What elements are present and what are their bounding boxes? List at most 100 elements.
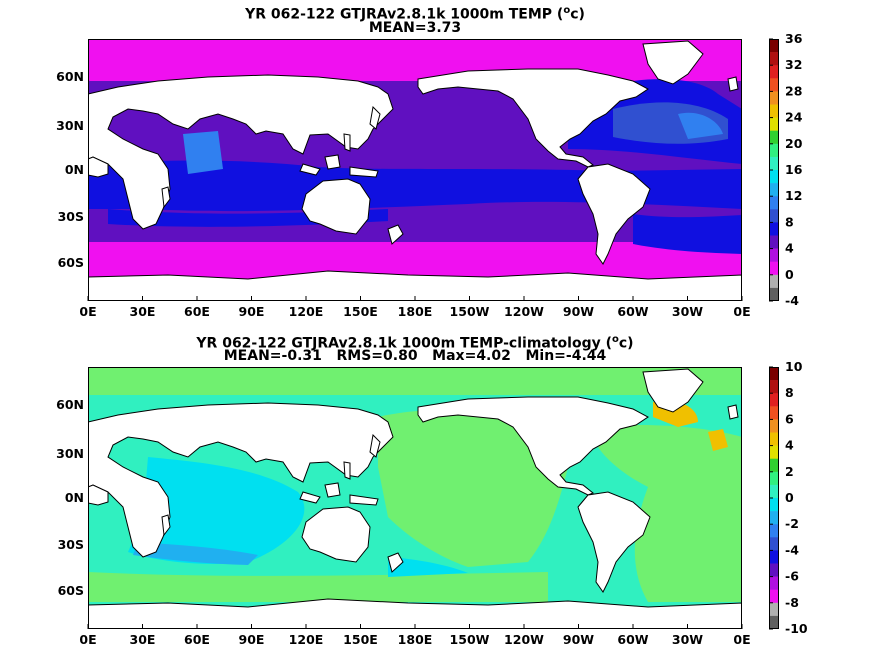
colorbar-swatch xyxy=(769,52,779,66)
colorbar-label: 8 xyxy=(785,214,794,229)
colorbar-label: 8 xyxy=(785,385,794,400)
island-newguinea xyxy=(349,494,379,506)
south-pacific-negative xyxy=(388,557,468,577)
y-tick-label: 30N xyxy=(56,446,84,461)
x-tick-label: 30E xyxy=(130,304,156,319)
landmass-australia xyxy=(301,178,371,235)
colorbar-swatch xyxy=(769,209,779,223)
panel2-title: YR 062-122 GTJRAv2.8.1k 1000m TEMP-clima… xyxy=(196,334,634,352)
panel1-x-axis: 0E 30E 60E 90E 120E 150E 180E 150W 120W 90W 60W 30W… xyxy=(79,296,751,319)
x-tick-label: 30W xyxy=(672,304,703,319)
panel1-colorbar xyxy=(769,39,779,301)
southern-positive-band xyxy=(88,572,548,602)
colorbar-label: -4 xyxy=(785,542,799,557)
pacific-positive-region xyxy=(378,408,568,567)
panel1-colorbar-labels: 36 32 28 24 20 16 12 8 4 0 -4 xyxy=(769,31,803,308)
south-atlantic-band xyxy=(633,214,742,254)
colorbar-swatch xyxy=(769,130,779,145)
y-tick-label: 60S xyxy=(58,255,84,270)
y-tick-label: 0N xyxy=(65,490,84,505)
colorbar-swatch xyxy=(769,445,779,459)
island-uk xyxy=(727,404,739,420)
atlantic-positive-region xyxy=(598,425,742,602)
x-tick-label: 90W xyxy=(563,632,594,647)
colorbar-swatch xyxy=(769,406,779,420)
y-tick-label: 30N xyxy=(56,118,84,133)
island-madagascar xyxy=(161,186,171,209)
colorbar-swatch xyxy=(769,458,779,473)
colorbar-swatch xyxy=(769,235,779,249)
landmass-antarctica xyxy=(88,598,742,629)
labrador-warm-anomaly xyxy=(708,429,728,451)
colorbar-label: 36 xyxy=(785,31,803,46)
landmass-south-america xyxy=(577,491,651,593)
colorbar-swatch xyxy=(769,380,779,394)
y-tick-label: 30S xyxy=(58,537,84,552)
colorbar-swatch xyxy=(769,91,779,105)
island-newzealand xyxy=(387,224,404,245)
indian-negative-core xyxy=(133,542,258,565)
colorbar-label: 12 xyxy=(785,188,802,203)
landmass-north-america xyxy=(417,396,649,496)
islands-japan xyxy=(369,105,381,130)
panel1-y-axis: 60N 30N 0N 30S 60S xyxy=(56,69,84,270)
indian-negative-region xyxy=(128,457,305,564)
colorbar-swatch xyxy=(769,576,779,590)
x-tick-label: 120E xyxy=(289,304,324,319)
colorbar-swatch xyxy=(769,589,779,604)
x-tick-label: 150E xyxy=(343,304,378,319)
panel2-map xyxy=(88,367,742,629)
arctic-positive-region xyxy=(88,367,742,395)
x-tick-label: 90E xyxy=(239,304,265,319)
colorbar-swatch xyxy=(769,170,779,184)
x-tick-label: 90E xyxy=(239,632,265,647)
island-uk xyxy=(727,76,739,92)
colorbar-swatch xyxy=(769,78,779,92)
colorbar-label: -6 xyxy=(785,569,799,584)
x-tick-label: 150W xyxy=(450,632,490,647)
landmass-greenland xyxy=(642,368,704,413)
landmass-antarctica xyxy=(88,270,742,301)
colorbar-swatch xyxy=(769,248,779,262)
arabian-sea-patch xyxy=(183,131,223,174)
colorbar-label: 2 xyxy=(785,464,794,479)
colorbar-swatch xyxy=(769,602,779,617)
colorbar-swatch xyxy=(769,183,779,197)
colorbar-label: 28 xyxy=(785,83,802,98)
colorbar-swatch xyxy=(769,615,779,629)
colorbar-swatch xyxy=(769,222,779,236)
y-tick-label: 60S xyxy=(58,583,84,598)
colorbar-label: -4 xyxy=(785,293,799,308)
colorbar-swatch xyxy=(769,563,779,577)
colorbar-swatch xyxy=(769,550,779,564)
colorbar-swatch xyxy=(769,432,779,446)
island-madagascar xyxy=(161,514,171,537)
x-tick-label: 30E xyxy=(130,632,156,647)
x-tick-label: 0E xyxy=(79,632,96,647)
islands-maritime xyxy=(299,163,321,176)
x-tick-label: 90W xyxy=(563,304,594,319)
indian-tropical-band xyxy=(88,160,742,212)
colorbar-label: -2 xyxy=(785,516,799,531)
colorbar-label: 32 xyxy=(785,57,802,72)
y-tick-label: 30S xyxy=(58,209,84,224)
landmass-south-america xyxy=(577,163,651,265)
continents xyxy=(88,40,742,301)
landmass-north-america xyxy=(417,68,649,168)
panel2-subtitle: MEAN=-0.31 RMS=0.80 Max=4.02 Min=-4.44 xyxy=(223,348,607,364)
x-tick-label: 120W xyxy=(504,632,544,647)
panel1-subtitle: MEAN=3.73 xyxy=(368,20,462,36)
x-tick-label: 150E xyxy=(343,632,378,647)
islands-japan xyxy=(369,433,381,458)
colorbar-swatch xyxy=(769,367,779,381)
island-borneo xyxy=(324,154,341,170)
colorbar-swatch xyxy=(769,117,779,131)
colorbar-swatch xyxy=(769,39,779,53)
islands-philippines xyxy=(343,133,351,152)
x-tick-label: 180E xyxy=(398,632,433,647)
x-tick-label: 60E xyxy=(184,304,210,319)
x-tick-label: 60E xyxy=(184,632,210,647)
x-tick-label: 150W xyxy=(450,304,490,319)
landmass-greenland xyxy=(642,40,704,85)
island-newguinea xyxy=(349,166,379,178)
